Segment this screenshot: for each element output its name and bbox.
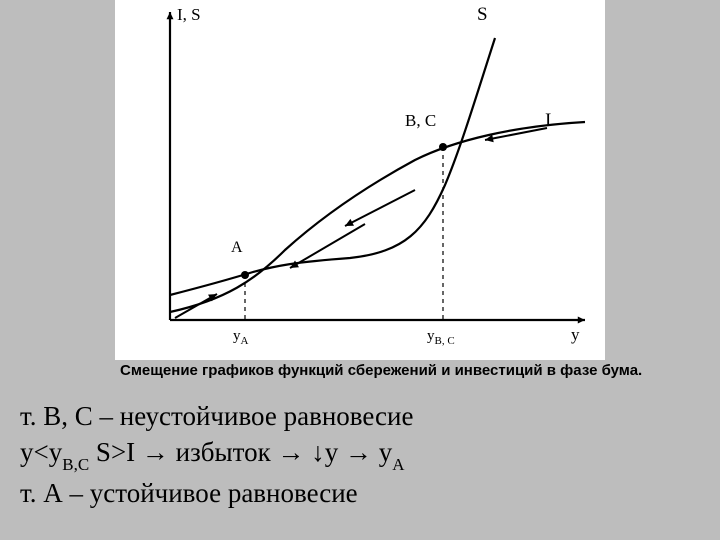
l2-down: ↓y (311, 437, 338, 467)
svg-text:yB, C: yB, C (427, 328, 455, 347)
svg-text:S: S (477, 4, 488, 25)
line1-prefix: т. В, С – (20, 401, 120, 431)
explanation-text: т. В, С – неустойчивое равновесие y<yB,C… (20, 398, 700, 511)
l2-ybc-y: y (49, 437, 63, 467)
l2-lt: < (34, 437, 49, 467)
l2-ya-y: y (379, 437, 393, 467)
explanation-line-3: т. А – устойчивое равновесие (20, 475, 700, 511)
l2-arr2: → (338, 437, 379, 467)
l2-y: y (20, 437, 34, 467)
chart-panel: I, SyISAB, CyAyB, C (115, 0, 605, 360)
l2-i: I (126, 437, 135, 467)
chart-caption: Смещение графиков функций сбережений и и… (120, 362, 700, 379)
l2-gap (89, 437, 96, 467)
explanation-line-1: т. В, С – неустойчивое равновесие (20, 398, 700, 434)
line3-rest: устойчивое равновесие (90, 478, 358, 508)
line1-rest: неустойчивое равновесие (120, 401, 414, 431)
l2-sgt: S> (96, 437, 126, 467)
svg-text:yA: yA (233, 328, 249, 347)
l2-arr1: → избыток → (135, 437, 311, 467)
line3-prefix: т. А – (20, 478, 90, 508)
svg-text:y: y (571, 325, 580, 344)
svg-text:I, S: I, S (177, 5, 201, 24)
chart-svg: I, SyISAB, CyAyB, C (115, 0, 605, 360)
l2-ybc-sub: B,C (62, 455, 89, 474)
l2-ya-sub: A (392, 455, 404, 474)
explanation-line-2: y<yB,C S>I → избыток → ↓y → yA (20, 434, 700, 474)
svg-text:A: A (231, 239, 243, 256)
svg-text:B, C: B, C (405, 111, 436, 130)
